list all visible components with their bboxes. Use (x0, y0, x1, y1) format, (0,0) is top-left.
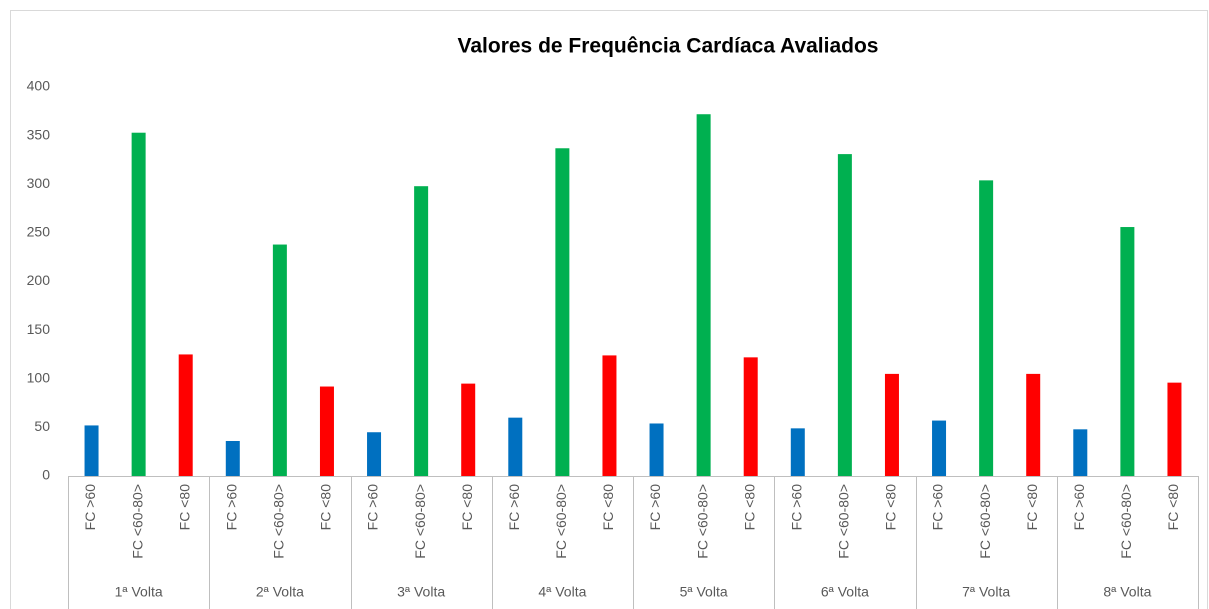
x-tick-label: FC <80 (176, 484, 192, 531)
y-tick-label: 250 (27, 224, 51, 240)
x-group-label: 5ª Volta (680, 584, 728, 600)
y-tick-label: 200 (27, 272, 51, 288)
bar (178, 354, 193, 476)
x-tick-label: FC <60-80> (1118, 484, 1134, 559)
bar (367, 432, 382, 476)
x-tick-label: FC <60-80> (694, 484, 710, 559)
x-tick-label: FC <80 (1024, 484, 1040, 531)
x-tick-label: FC >60 (223, 484, 239, 531)
x-group-label: 4ª Volta (538, 584, 586, 600)
bar (272, 244, 287, 476)
bar (979, 180, 994, 477)
y-tick-label: 350 (27, 126, 51, 142)
bar (884, 373, 899, 476)
x-tick-label: FC >60 (1071, 484, 1087, 531)
bar (461, 383, 476, 476)
bar (1120, 227, 1135, 476)
bar (84, 425, 99, 476)
x-tick-label: FC >60 (788, 484, 804, 531)
bar (1026, 373, 1041, 476)
bar (508, 417, 523, 476)
bar (319, 386, 334, 476)
x-tick-label: FC <80 (883, 484, 899, 531)
y-tick-label: 0 (42, 467, 50, 483)
bar (225, 440, 240, 476)
x-tick-label: FC >60 (82, 484, 98, 531)
chart-title: Valores de Frequência Cardíaca Avaliados (458, 35, 879, 58)
x-tick-label: FC >60 (365, 484, 381, 531)
bar (790, 428, 805, 476)
x-tick-label: FC <60-80> (412, 484, 428, 559)
x-group-label: 6ª Volta (821, 584, 869, 600)
bar (131, 132, 146, 476)
bar (1073, 429, 1088, 476)
x-tick-label: FC <60-80> (836, 484, 852, 559)
y-tick-label: 300 (27, 175, 51, 191)
x-tick-label: FC >60 (647, 484, 663, 531)
x-tick-label: FC <60-80> (553, 484, 569, 559)
bar (743, 357, 758, 476)
x-tick-label: FC >60 (506, 484, 522, 531)
bar (649, 423, 664, 476)
y-tick-label: 150 (27, 321, 51, 337)
x-group-label: 3ª Volta (397, 584, 445, 600)
bar (932, 420, 947, 476)
x-group-label: 2ª Volta (256, 584, 304, 600)
x-tick-label: FC <80 (1165, 484, 1181, 531)
y-tick-label: 400 (27, 78, 51, 94)
x-group-label: 8ª Volta (1103, 584, 1151, 600)
x-tick-label: FC <60-80> (129, 484, 145, 559)
x-tick-label: FC <60-80> (977, 484, 993, 559)
bar (837, 154, 852, 477)
x-tick-label: FC <60-80> (271, 484, 287, 559)
y-tick-label: 100 (27, 369, 51, 385)
bar (1167, 382, 1182, 476)
bar (555, 148, 570, 476)
x-tick-label: FC <80 (600, 484, 616, 531)
bar (602, 355, 617, 476)
x-group-label: 1ª Volta (115, 584, 163, 600)
x-group-label: 7ª Volta (962, 584, 1010, 600)
y-tick-label: 50 (34, 418, 50, 434)
bar (696, 114, 711, 476)
x-tick-label: FC <80 (741, 484, 757, 531)
bar (414, 186, 429, 476)
x-tick-label: FC <80 (459, 484, 475, 531)
x-tick-label: FC >60 (930, 484, 946, 531)
x-tick-label: FC <80 (318, 484, 334, 531)
